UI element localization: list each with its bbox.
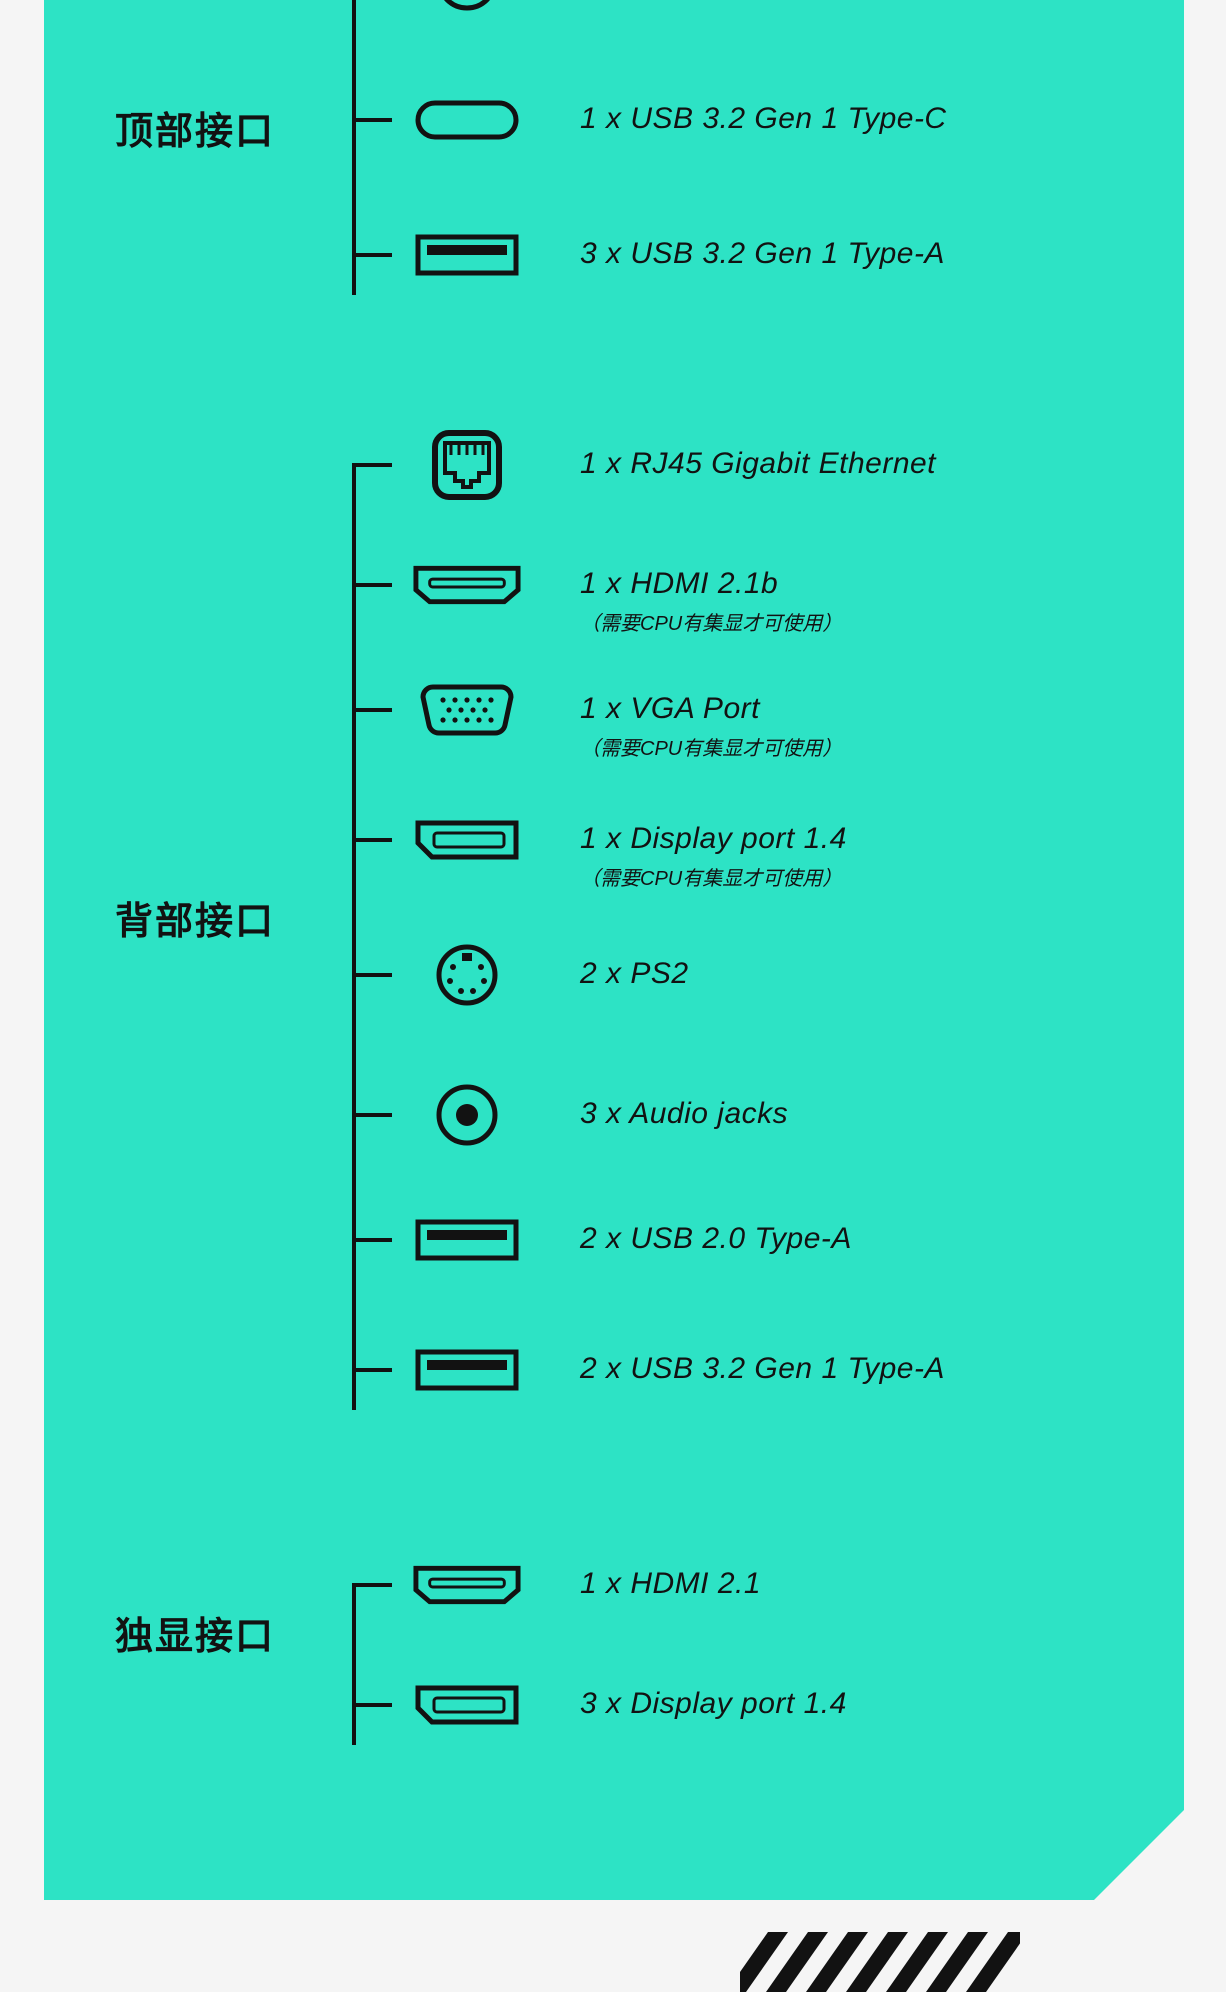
port-label: 2 x USB 2.0 Type-A (580, 1222, 852, 1256)
usb-a-icon (415, 234, 519, 276)
port-row: 1 x USB 3.2 Gen 1 Type-C (352, 80, 1152, 160)
port-icon-box (412, 545, 522, 625)
tree-branch (352, 463, 392, 467)
port-row: 3 x Audio jacks (352, 1075, 1152, 1155)
port-sublabel: （需要CPU有集显才可使用） (580, 862, 842, 891)
tree-branch (352, 583, 392, 587)
port-label: 1 x USB 3.2 Gen 1 Type-C (580, 102, 947, 136)
audio-icon (435, 1083, 499, 1147)
tree-branch (352, 973, 392, 977)
tree-branch (352, 118, 392, 122)
section-title: 顶部接口 (115, 100, 275, 155)
port-label: 2 x PS2 (580, 957, 689, 991)
hdmi-icon (412, 1564, 522, 1606)
port-row: 3 x USB 3.2 Gen 1 Type-A (352, 215, 1152, 295)
port-label: 3 x USB 3.2 Gen 1 Type-A (580, 237, 945, 271)
port-icon-box (412, 80, 522, 160)
port-icon-box (412, 935, 522, 1015)
port-label: 1 x VGA Port (580, 692, 760, 726)
section-title: 背部接口 (115, 890, 275, 945)
port-row: 1 x VGA Port （需要CPU有集显才可使用） (352, 670, 1152, 750)
tree-branch (352, 1113, 392, 1117)
port-label: 1 x RJ45 Gigabit Ethernet (580, 447, 936, 481)
displayport-icon (414, 819, 520, 861)
tree-branch (352, 838, 392, 842)
port-icon-box (412, 215, 522, 295)
usb-c-icon (415, 100, 519, 140)
port-label: 1 x Display port 1.4 (580, 822, 847, 856)
port-icon-box (412, 670, 522, 750)
tree-branch (352, 1703, 392, 1707)
port-label: 2 x USB 3.2 Gen 1 Type-A (580, 1352, 945, 1386)
port-row: 2 x USB 2.0 Type-A (352, 1200, 1152, 1280)
usb-a-icon (415, 1349, 519, 1391)
displayport-icon (414, 1684, 520, 1726)
tree-branch (352, 1238, 392, 1242)
port-icon-box (412, 1075, 522, 1155)
port-icon-box (412, 0, 522, 20)
tree-branch (352, 708, 392, 712)
hdmi-icon (412, 564, 522, 606)
port-icon-box (412, 425, 522, 505)
port-row: 2 x USB 3.2 Gen 1 Type-A (352, 1330, 1152, 1410)
ps2-icon (435, 943, 499, 1007)
port-icon-box (412, 1200, 522, 1280)
port-label: 3 x Audio jacks (580, 1097, 788, 1131)
port-row: 1 x Display port 1.4 （需要CPU有集显才可使用） (352, 800, 1152, 880)
vga-icon (419, 683, 515, 737)
port-icon-box (412, 1330, 522, 1410)
port-sublabel: （需要CPU有集显才可使用） (580, 732, 842, 761)
rj45-icon (431, 429, 503, 501)
port-row: 1 x HDMI 2.1b （需要CPU有集显才可使用） (352, 545, 1152, 625)
tree-branch (352, 1583, 392, 1587)
port-sublabel: （需要CPU有集显才可使用） (580, 607, 842, 636)
tree-branch (352, 1368, 392, 1372)
port-icon-box (412, 800, 522, 880)
port-label: 1 x HDMI 2.1 (580, 1567, 761, 1601)
port-row: 3 x Display port 1.4 (352, 1665, 1152, 1745)
corner-cut (1094, 1810, 1184, 1900)
tree-branch (352, 253, 392, 257)
port-icon-box (412, 1665, 522, 1745)
port-row: 2 x PS2 (352, 935, 1152, 1015)
port-row: 1 x HDMI 2.1 (352, 1545, 1152, 1625)
port-label: 3 x Display port 1.4 (580, 1687, 847, 1721)
port-icon-box (412, 1545, 522, 1625)
usb-a-icon (415, 1219, 519, 1261)
hatch-decoration (740, 1932, 1020, 1992)
section-title: 独显接口 (115, 1605, 275, 1660)
port-label: 1 x 3.5mm 音频接口 (580, 0, 855, 6)
port-label: 1 x HDMI 2.1b (580, 567, 778, 601)
audio-icon (435, 0, 499, 12)
port-row: 1 x 3.5mm 音频接口 (352, 0, 1152, 20)
port-row: 1 x RJ45 Gigabit Ethernet (352, 425, 1152, 505)
